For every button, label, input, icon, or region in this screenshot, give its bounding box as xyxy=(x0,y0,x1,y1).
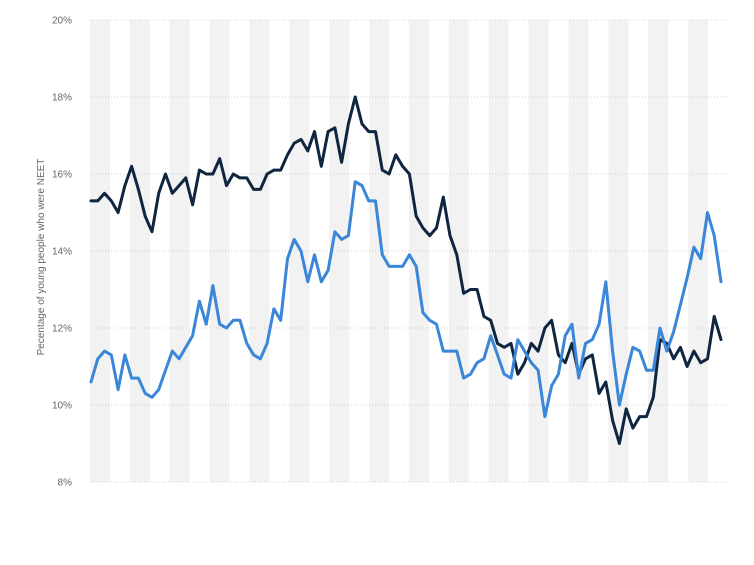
y-tick-label: 14% xyxy=(52,247,72,258)
y-axis-label: Pecentage of young people who were NEET xyxy=(36,159,47,356)
column-band xyxy=(169,20,190,482)
column-band xyxy=(448,20,469,482)
column-band xyxy=(249,20,270,482)
column-band xyxy=(129,20,150,482)
series-lines xyxy=(89,95,723,445)
y-tick-label: 18% xyxy=(52,93,72,104)
y-tick-label: 8% xyxy=(58,478,73,489)
y-tick-label: 16% xyxy=(52,170,72,181)
y-tick-label: 10% xyxy=(52,401,72,412)
series-line-2 xyxy=(89,180,723,419)
column-band xyxy=(369,20,390,482)
y-tick-label: 20% xyxy=(52,16,72,27)
series-line-1 xyxy=(89,95,723,445)
y-axis-ticks: 8% 10% 12% 14% 16% 18% 20% xyxy=(52,16,72,489)
y-tick-label: 12% xyxy=(52,324,72,335)
column-band xyxy=(688,20,709,482)
column-band xyxy=(409,20,429,482)
